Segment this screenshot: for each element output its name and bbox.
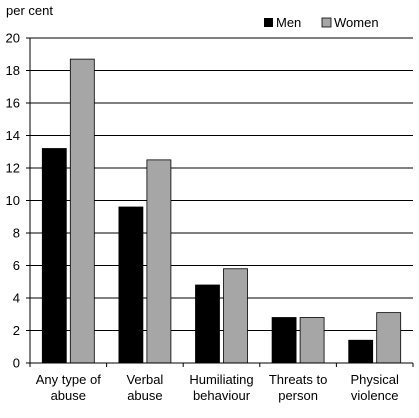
y-tick-label: 18 <box>6 63 20 78</box>
y-tick-label: 8 <box>13 226 20 241</box>
x-category-label: abuse <box>51 388 86 403</box>
x-category-label: behaviour <box>193 388 251 403</box>
legend: Men Women <box>264 15 379 30</box>
legend-label-men: Men <box>276 15 301 30</box>
y-tick-label: 16 <box>6 96 20 111</box>
y-tick-label: 6 <box>13 258 20 273</box>
bar-women-2 <box>223 268 248 364</box>
bar-women-4 <box>376 312 402 364</box>
bars <box>41 58 402 364</box>
y-tick-label: 14 <box>6 128 20 143</box>
y-tick-label: 4 <box>13 291 20 306</box>
x-category-label: violence <box>351 388 399 403</box>
bar-men-3 <box>271 317 297 364</box>
x-category-label: Physical <box>350 372 399 387</box>
bar-men-2 <box>195 284 220 364</box>
x-category-label: Any type of <box>36 372 101 387</box>
y-tick-label: 0 <box>13 356 20 371</box>
legend-label-women: Women <box>334 15 379 30</box>
y-axis-unit-label: per cent <box>6 3 53 18</box>
x-category-label: Verbal <box>126 372 163 387</box>
bar-women-0 <box>69 58 95 364</box>
y-tick-label: 10 <box>6 193 20 208</box>
x-category-label: Threats to <box>269 372 328 387</box>
y-tick-label: 2 <box>13 323 20 338</box>
x-axis-categories: Any type ofabuseVerbalabuseHumiliatingbe… <box>36 372 399 403</box>
bar-women-3 <box>299 317 325 364</box>
bar-women-1 <box>146 159 172 364</box>
x-category-label: abuse <box>127 388 162 403</box>
y-tick-label: 20 <box>6 31 20 46</box>
bar-men-4 <box>348 339 374 364</box>
bar-men-1 <box>118 206 144 364</box>
y-axis-ticks: 0 2 4 6 8 10 12 14 16 18 20 <box>6 31 20 371</box>
legend-swatch-women <box>321 17 332 28</box>
bar-men-0 <box>41 148 67 364</box>
y-tick-label: 12 <box>6 161 20 176</box>
legend-swatch-men <box>264 18 273 27</box>
x-category-label: Humiliating <box>189 372 253 387</box>
x-category-label: person <box>278 388 318 403</box>
